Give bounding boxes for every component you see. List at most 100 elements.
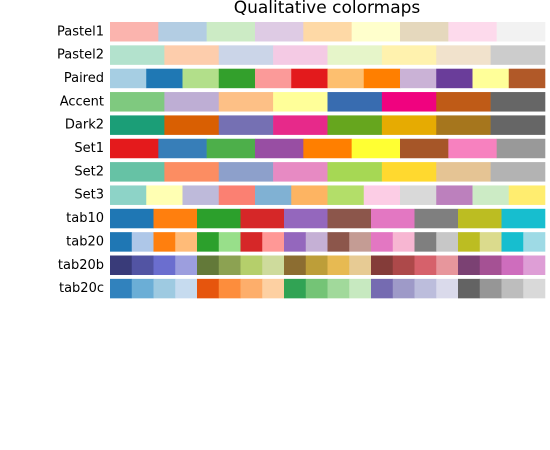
color-swatch [164, 92, 220, 112]
color-swatch [349, 278, 372, 299]
color-swatch [400, 185, 437, 205]
colormap-label: Pastel1 [57, 24, 104, 39]
color-swatch [436, 162, 491, 182]
color-swatch [414, 208, 459, 229]
color-swatch [197, 208, 241, 229]
color-swatch [197, 255, 220, 275]
color-swatch [436, 278, 459, 299]
color-swatch [496, 138, 546, 159]
color-swatch [175, 232, 198, 252]
color-swatch [218, 162, 274, 182]
colormap-label: tab20c [59, 281, 104, 296]
color-swatch [218, 68, 256, 89]
color-swatch [110, 115, 165, 135]
color-swatch [490, 115, 546, 135]
color-swatch [206, 138, 256, 159]
color-swatch [392, 278, 415, 299]
color-swatch [218, 185, 256, 205]
color-swatch [255, 138, 304, 159]
colormap-label: tab10 [66, 211, 104, 226]
color-swatch [349, 232, 372, 252]
color-swatch [501, 278, 524, 299]
color-swatch [363, 68, 401, 89]
color-swatch [110, 92, 165, 112]
figure-title: Qualitative colormaps [234, 0, 421, 18]
colormap-label: Accent [60, 94, 104, 109]
color-swatch [508, 68, 546, 89]
color-swatch [182, 68, 220, 89]
color-swatch [146, 68, 183, 89]
color-swatch [284, 208, 328, 229]
color-swatch [458, 255, 481, 275]
color-swatch [327, 45, 383, 65]
color-swatch [131, 278, 154, 299]
color-swatch [255, 22, 304, 42]
color-swatch [479, 232, 502, 252]
color-swatch [381, 92, 437, 112]
color-swatch [110, 22, 159, 42]
color-swatch [255, 68, 292, 89]
colormap-label: tab20 [66, 234, 104, 249]
color-swatch [501, 255, 524, 275]
color-swatch [153, 208, 198, 229]
color-swatch [153, 255, 176, 275]
color-swatch [392, 232, 415, 252]
color-swatch [164, 162, 220, 182]
color-swatch [448, 138, 497, 159]
color-swatch [327, 278, 350, 299]
color-swatch [327, 208, 372, 229]
color-swatch [273, 115, 328, 135]
color-swatch [490, 162, 546, 182]
color-swatch [240, 232, 263, 252]
color-swatch [523, 278, 546, 299]
color-swatch [303, 138, 352, 159]
color-swatch [284, 232, 307, 252]
color-swatch [146, 185, 183, 205]
color-swatch [273, 45, 328, 65]
color-swatch [381, 115, 437, 135]
color-swatch [131, 232, 154, 252]
color-swatch [110, 208, 154, 229]
color-swatch [508, 185, 546, 205]
colormap-label: Paired [64, 71, 104, 86]
color-swatch [436, 115, 491, 135]
colormap-label: tab20b [58, 258, 104, 273]
color-swatch [327, 185, 365, 205]
color-swatch [240, 255, 263, 275]
color-swatch [392, 255, 415, 275]
color-swatch [110, 45, 165, 65]
color-swatch [240, 278, 263, 299]
color-swatch [436, 92, 491, 112]
color-swatch [371, 278, 394, 299]
color-swatch [458, 208, 502, 229]
color-swatch [110, 278, 133, 299]
color-swatch [400, 138, 449, 159]
color-swatch [327, 115, 383, 135]
color-swatch [262, 255, 285, 275]
color-swatch [218, 115, 274, 135]
color-swatch [284, 278, 307, 299]
color-swatch [327, 162, 383, 182]
color-swatch [496, 22, 546, 42]
color-swatch [218, 278, 241, 299]
color-swatch [349, 255, 372, 275]
color-swatch [400, 22, 449, 42]
color-swatch [182, 185, 220, 205]
color-swatch [110, 162, 165, 182]
color-swatch [400, 68, 437, 89]
color-swatch [110, 255, 133, 275]
color-swatch [305, 255, 328, 275]
color-swatch [327, 232, 350, 252]
color-swatch [110, 68, 147, 89]
color-swatch [501, 208, 546, 229]
color-swatch [479, 278, 502, 299]
colormap-label: Pastel2 [57, 48, 104, 63]
color-swatch [218, 92, 274, 112]
color-swatch [414, 232, 437, 252]
color-swatch [197, 278, 220, 299]
color-swatch [255, 185, 292, 205]
color-swatch [501, 232, 524, 252]
color-swatch [262, 232, 285, 252]
color-swatch [381, 162, 437, 182]
